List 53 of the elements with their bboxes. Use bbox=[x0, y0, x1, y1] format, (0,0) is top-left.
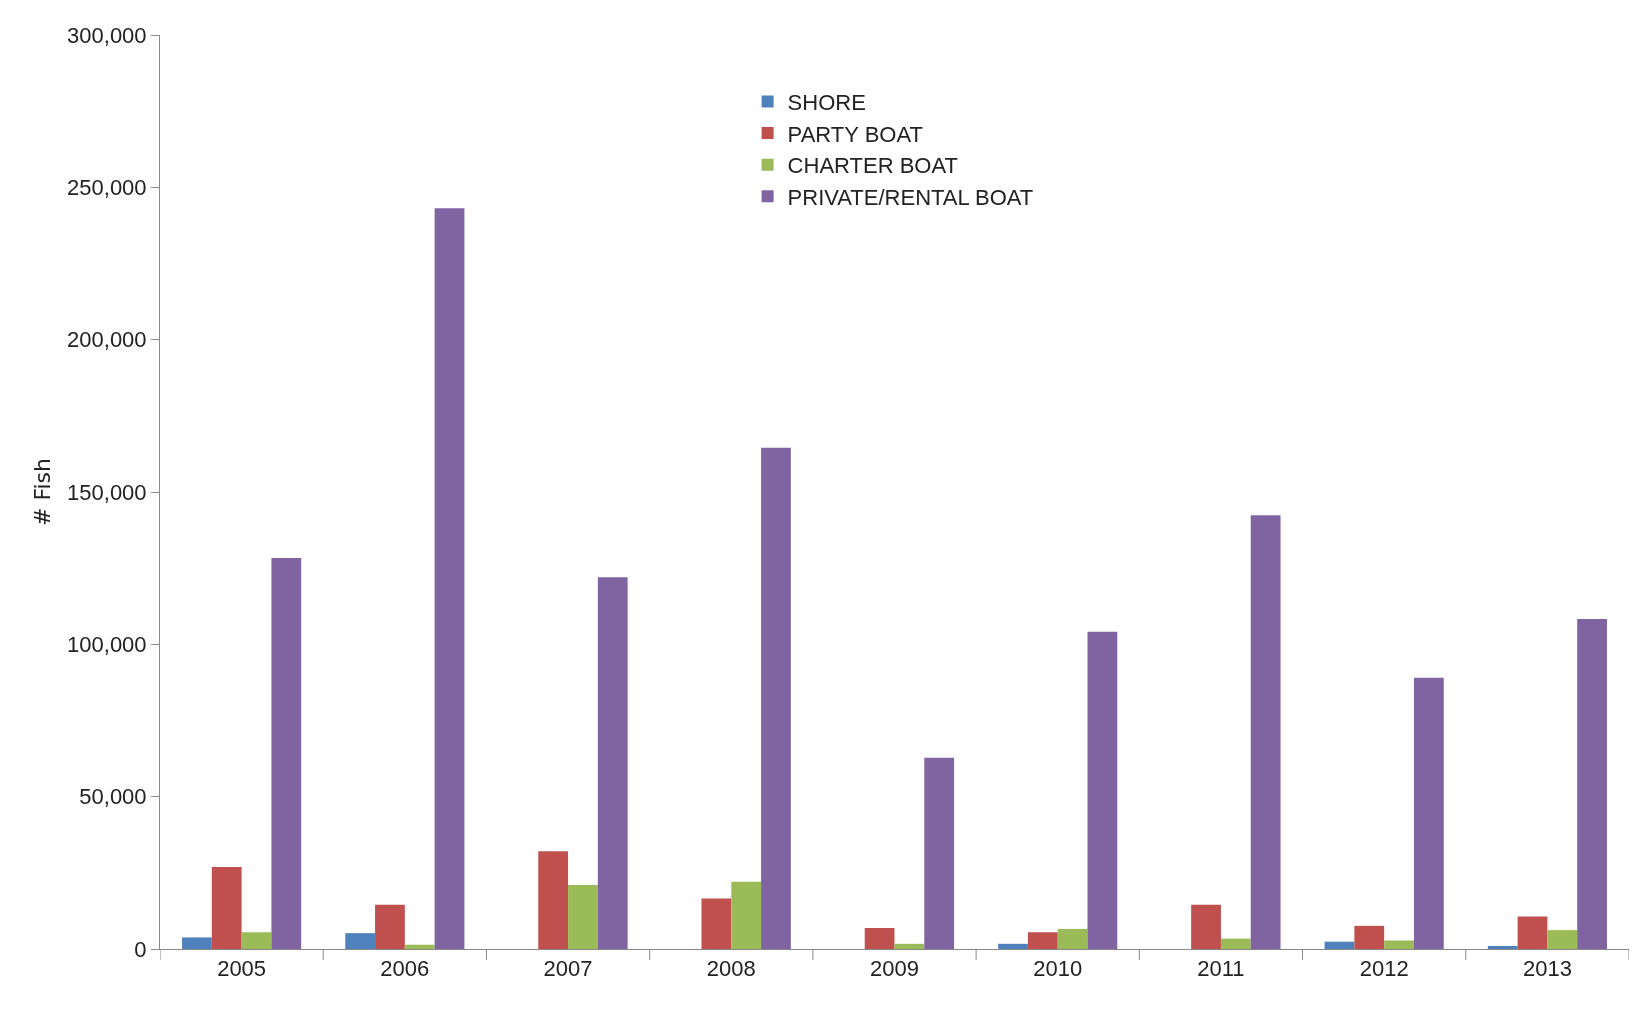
x-tick-label: 2011 bbox=[1197, 956, 1245, 982]
bar bbox=[241, 932, 272, 949]
bar bbox=[731, 881, 762, 949]
bar bbox=[1057, 928, 1088, 949]
bar bbox=[597, 577, 628, 949]
bar bbox=[1517, 916, 1548, 949]
bar bbox=[864, 927, 895, 949]
legend-label: PRIVATE/RENTAL BOAT bbox=[787, 184, 1034, 210]
y-tick-label: 200,000 bbox=[67, 327, 147, 353]
y-tick-label: 250,000 bbox=[67, 175, 147, 201]
bar bbox=[538, 851, 569, 949]
bar bbox=[375, 904, 405, 949]
bar bbox=[568, 885, 598, 949]
bar bbox=[1577, 619, 1607, 949]
bar bbox=[1354, 925, 1385, 949]
bar bbox=[345, 933, 376, 949]
bar bbox=[271, 558, 302, 949]
bar bbox=[894, 943, 925, 949]
bar bbox=[1250, 515, 1281, 949]
bar bbox=[1220, 938, 1251, 949]
y-tick-label: 300,000 bbox=[67, 22, 147, 48]
bar bbox=[998, 943, 1028, 949]
bar bbox=[1384, 940, 1414, 949]
bar bbox=[1413, 677, 1444, 949]
x-tick-label: 2010 bbox=[1033, 956, 1083, 982]
bar bbox=[701, 898, 732, 949]
bar bbox=[1547, 930, 1578, 949]
bar bbox=[211, 867, 242, 949]
legend-label: PARTY BOAT bbox=[787, 121, 923, 147]
x-tick-label: 2005 bbox=[217, 956, 267, 982]
x-tick-label: 2008 bbox=[706, 956, 756, 982]
x-tick-label: 2007 bbox=[543, 956, 593, 982]
bar bbox=[434, 208, 465, 949]
y-tick-label: 50,000 bbox=[79, 784, 147, 810]
bar bbox=[1087, 631, 1118, 949]
x-tick-label: 2012 bbox=[1359, 956, 1409, 982]
bar bbox=[182, 937, 212, 949]
bar bbox=[761, 447, 791, 949]
bar bbox=[924, 757, 955, 949]
bar bbox=[1487, 945, 1518, 949]
y-tick-label: 0 bbox=[134, 936, 147, 962]
bar bbox=[1191, 904, 1221, 949]
legend-label: SHORE bbox=[787, 90, 866, 116]
x-tick-label: 2009 bbox=[870, 956, 919, 982]
bar bbox=[404, 944, 435, 949]
x-tick-label: 2013 bbox=[1522, 956, 1572, 982]
y-tick-label: 150,000 bbox=[67, 479, 147, 505]
y-tick-label: 100,000 bbox=[67, 632, 147, 658]
bar bbox=[1324, 941, 1355, 949]
legend-label: CHARTER BOAT bbox=[787, 153, 958, 179]
bar bbox=[1027, 932, 1058, 949]
x-tick-label: 2006 bbox=[380, 956, 430, 982]
y-axis-title: # Fish bbox=[29, 458, 55, 526]
